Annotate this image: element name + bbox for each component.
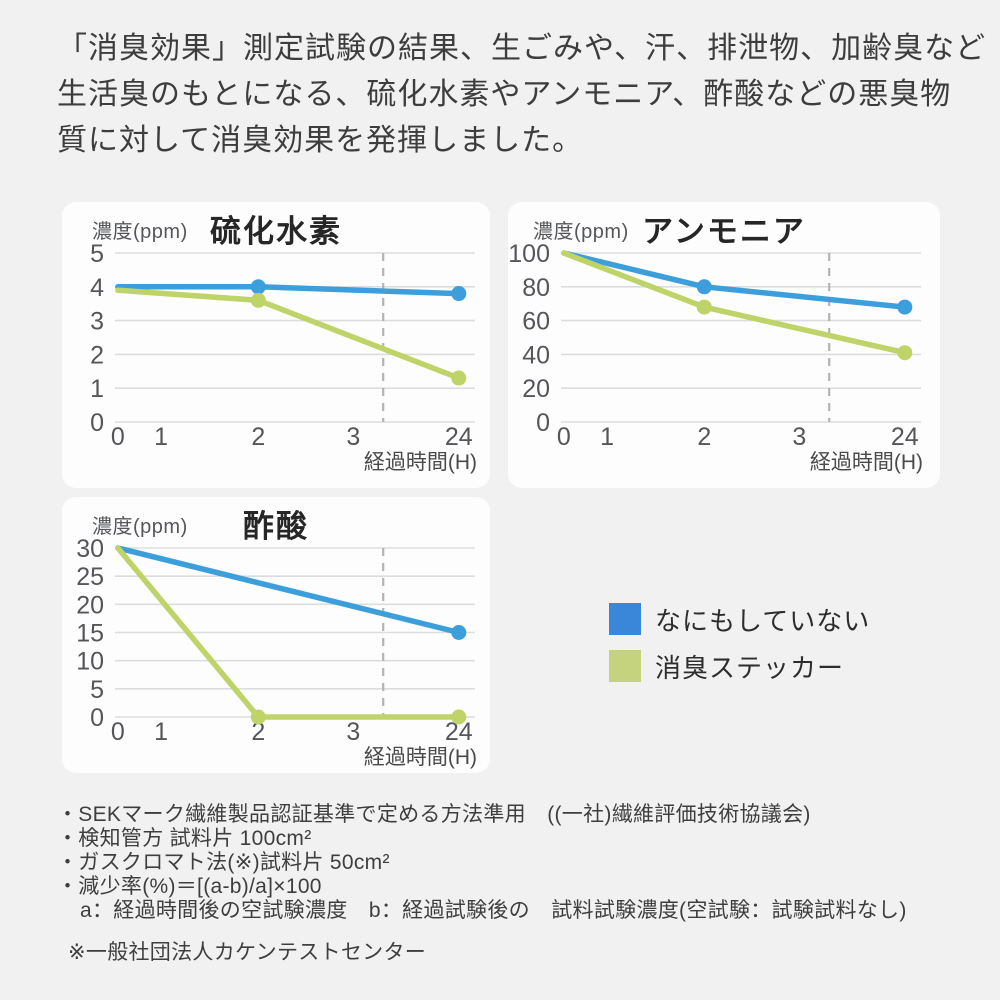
legend-swatch-untreated-blue — [609, 603, 641, 635]
chart-title-hydrogen-sulfide: 硫化水素 — [210, 214, 342, 249]
y-tick-label: 0 — [90, 409, 104, 437]
chart-card-ammonia: 濃度(ppm) アンモニア 100 80 60 40 20 0 0 1 2 3 24 経過時間(H) — [508, 202, 940, 488]
x-tick-label: 1 — [154, 423, 168, 451]
legend-swatch-sticker-green — [609, 650, 641, 682]
y-tick-label: 15 — [76, 620, 104, 648]
y-tick-label: 20 — [76, 591, 104, 619]
y-axis-unit-label: 濃度(ppm) — [92, 516, 188, 538]
x-tick-label: 2 — [251, 423, 265, 451]
x-tick-label: 2 — [251, 718, 265, 746]
y-tick-label: 10 — [76, 648, 104, 676]
chart-title-ammonia: アンモニア — [642, 214, 806, 249]
y-tick-label: 0 — [536, 409, 550, 437]
y-tick-label: 2 — [90, 341, 104, 369]
data-point-marker — [897, 299, 913, 315]
series-line-untreated — [115, 545, 462, 636]
y-tick-label: 20 — [522, 375, 550, 403]
chart-legend: なにもしていない 消臭ステッカー — [609, 603, 871, 683]
x-tick-label: 24 — [891, 423, 919, 451]
series-line-sticker — [115, 287, 462, 381]
data-point-marker — [451, 625, 467, 640]
x-tick-label: 3 — [792, 423, 806, 451]
legend-label-untreated: なにもしていない — [655, 605, 871, 636]
y-tick-label: 5 — [90, 676, 104, 704]
x-axis-label: 経過時間(H) — [364, 746, 477, 769]
y-tick-label: 1 — [90, 375, 104, 403]
x-axis-label: 経過時間(H) — [364, 451, 477, 474]
data-point-marker — [451, 370, 467, 386]
x-tick-label: 0 — [111, 423, 125, 451]
footnote-test-center: ※一般社団法人カケンテストセンター — [68, 941, 427, 964]
y-tick-label: 80 — [522, 274, 550, 302]
footnote-variable-definitions: a：経過時間後の空試験濃度 b：経過試験後の 試料試験濃度(空試験：試験試料なし… — [80, 899, 907, 922]
y-axis-unit-label: 濃度(ppm) — [533, 221, 629, 243]
x-tick-label: 1 — [600, 423, 614, 451]
footnote-detector-tube: ・検知管方 試料片 100cm² — [57, 827, 312, 850]
chart-card-acetic-acid: 濃度(ppm) 酢酸 30 25 20 15 10 5 0 0 1 2 3 24 経過時間(H) — [62, 497, 490, 773]
x-tick-label: 0 — [111, 718, 125, 746]
y-tick-label: 5 — [90, 240, 104, 268]
y-tick-label: 100 — [508, 240, 550, 268]
y-tick-label: 4 — [90, 274, 104, 302]
x-tick-label: 2 — [697, 423, 711, 451]
header-text: 「消臭効果」測定試験の結果、生ごみや、汗、排泄物、加齢臭など 生活臭のもとになる… — [57, 32, 987, 157]
data-point-marker — [696, 299, 712, 315]
x-tick-label: 1 — [154, 718, 168, 746]
y-tick-label: 3 — [90, 308, 104, 336]
legend-item-deodorant-sticker: 消臭ステッカー — [609, 650, 870, 683]
data-point-marker — [451, 286, 467, 302]
x-tick-label: 24 — [445, 423, 473, 451]
footnotes: ・SEKマーク繊維製品認証基準で定める方法準用 ((一社)繊維評価技術協議会) … — [57, 803, 907, 965]
x-axis-label: 経過時間(H) — [810, 451, 923, 474]
x-tick-label: 3 — [346, 423, 360, 451]
data-point-marker — [897, 345, 913, 361]
y-tick-label: 40 — [522, 341, 550, 369]
series-line-untreated — [561, 250, 908, 310]
footnote-reduction-formula: ・減少率(%)＝[(a-b)/a]×100 — [57, 875, 322, 898]
x-tick-label: 3 — [346, 718, 360, 746]
data-point-marker — [250, 292, 266, 308]
data-point-marker — [451, 709, 467, 725]
footnote-gas-chromatography: ・ガスクロマト法(※)試料片 50cm² — [57, 851, 390, 874]
legend-label-deodorant-sticker: 消臭ステッカー — [655, 652, 845, 683]
y-tick-label: 30 — [76, 535, 104, 563]
footnote-sek-standard: ・SEKマーク繊維製品認証基準で定める方法準用 ((一社)繊維評価技術協議会) — [57, 803, 811, 826]
chart-card-hydrogen-sulfide: 濃度(ppm) 硫化水素 5 4 3 2 1 0 0 1 2 3 24 経過時間(H) — [62, 202, 490, 488]
y-tick-label: 0 — [90, 704, 104, 732]
data-point-marker — [250, 279, 266, 295]
data-point-marker — [250, 709, 266, 725]
x-tick-label: 0 — [557, 423, 571, 451]
y-tick-label: 60 — [522, 308, 550, 336]
y-axis-unit-label: 濃度(ppm) — [92, 221, 188, 243]
data-point-marker — [696, 279, 712, 295]
legend-item-untreated: なにもしていない — [609, 603, 871, 636]
chart-title-acetic-acid: 酢酸 — [243, 509, 309, 544]
y-tick-label: 25 — [76, 563, 104, 591]
